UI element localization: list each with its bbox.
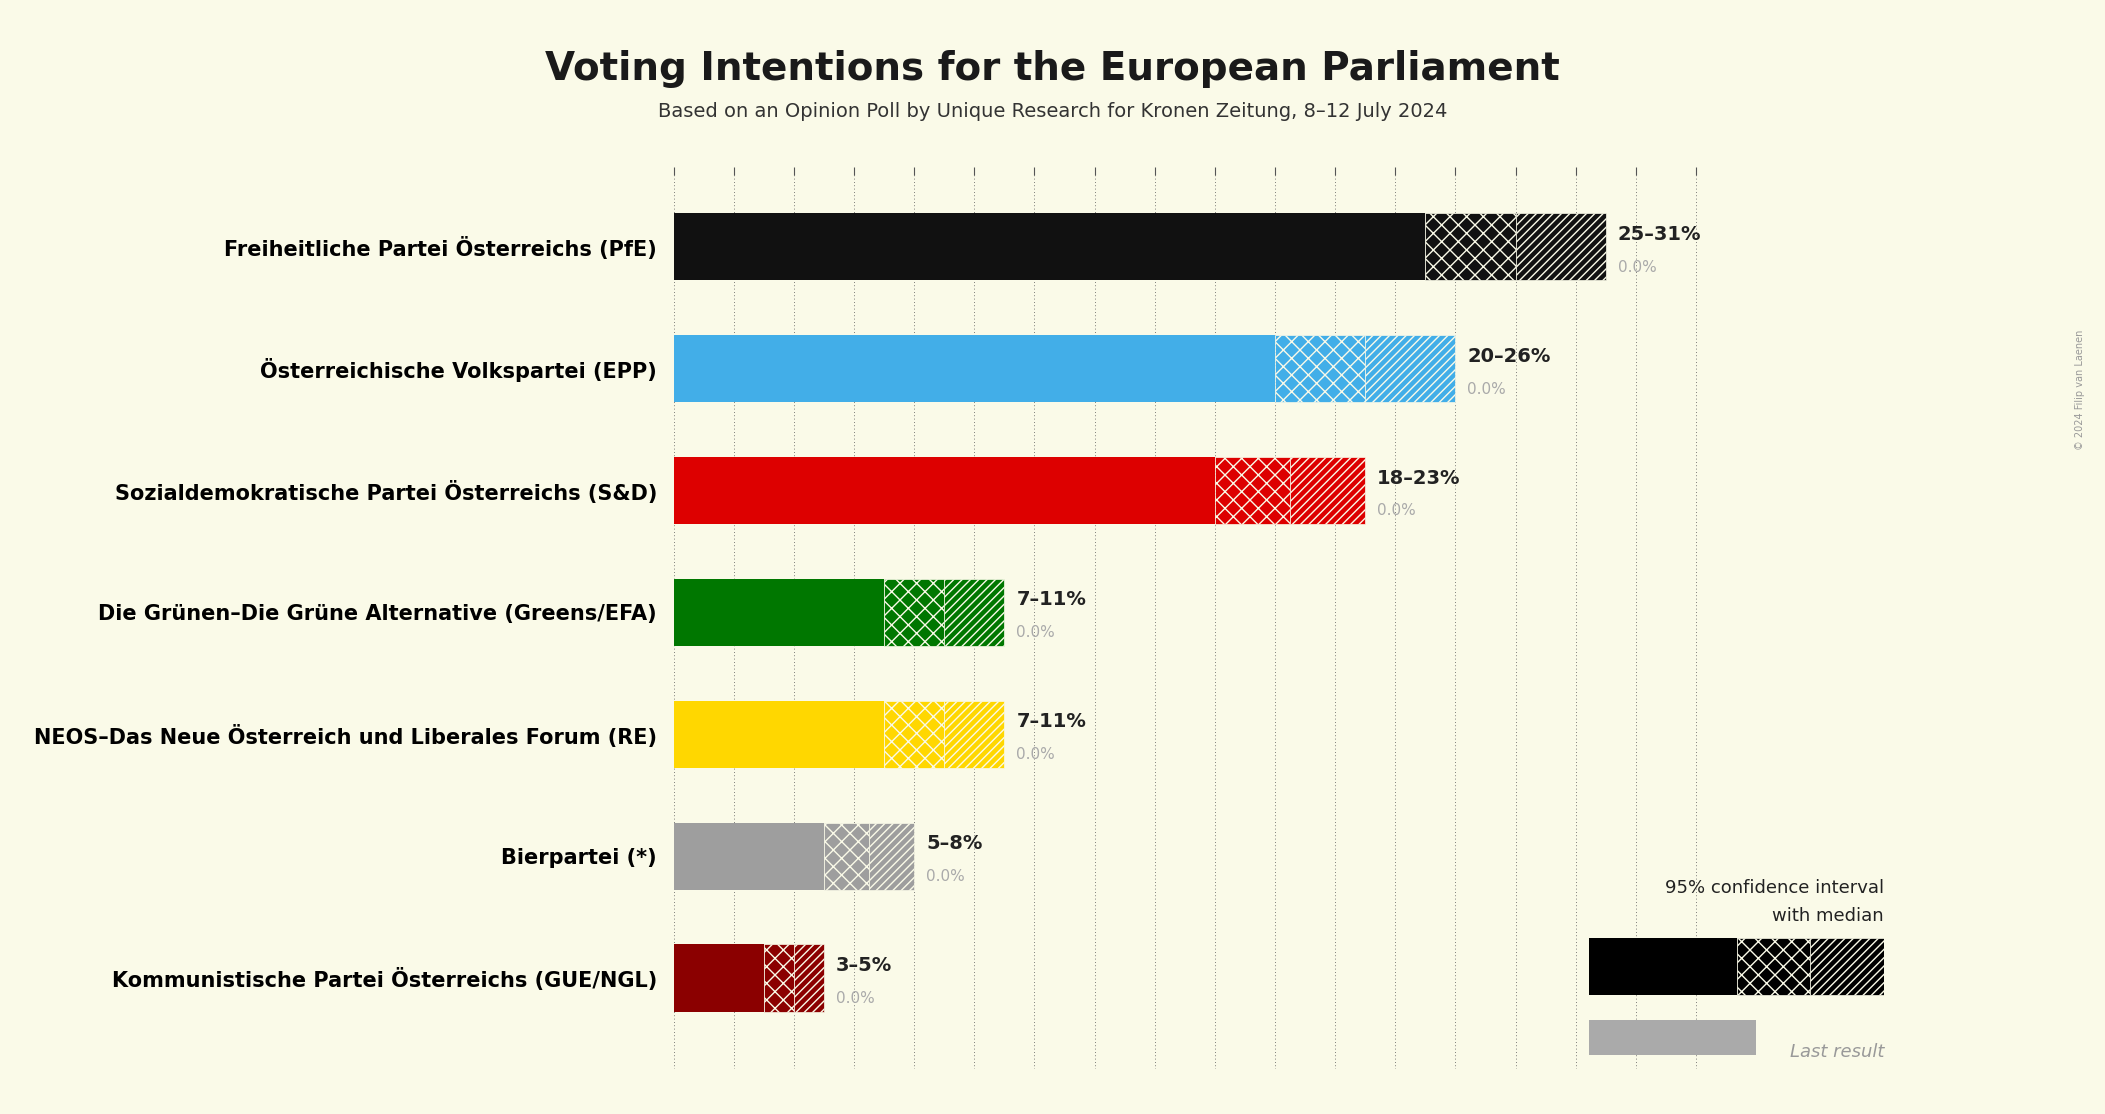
Bar [945,578,1004,646]
Bar [884,578,945,646]
Bar [1425,213,1516,280]
Bar [823,822,869,890]
Text: Voting Intentions for the European Parliament: Voting Intentions for the European Parli… [545,50,1560,88]
Bar [1215,457,1290,524]
Bar [674,457,1215,524]
Text: 0.0%: 0.0% [1017,747,1055,762]
Bar [1276,335,1366,402]
Bar [945,701,1004,768]
Bar [1366,335,1455,402]
Bar [884,701,945,768]
Text: 0.0%: 0.0% [926,869,964,885]
Text: 95% confidence interval: 95% confidence interval [1665,879,1884,897]
Text: 0.0%: 0.0% [1017,625,1055,641]
Text: 20–26%: 20–26% [1467,346,1551,365]
Text: Based on an Opinion Poll by Unique Research for Kronen Zeitung, 8–12 July 2024: Based on an Opinion Poll by Unique Resea… [657,102,1448,121]
Text: with median: with median [1772,907,1884,925]
Bar [1290,457,1366,524]
Text: 0.0%: 0.0% [836,991,876,1006]
Bar [1589,1019,1756,1055]
Text: © 2024 Filip van Laenen: © 2024 Filip van Laenen [2076,330,2084,450]
Bar [1737,938,1810,995]
Bar [674,822,823,890]
Text: 7–11%: 7–11% [1017,590,1086,609]
Bar [1589,938,1737,995]
Bar [1810,938,1884,995]
Bar [674,335,1276,402]
Text: Last result: Last result [1789,1043,1884,1061]
Bar [764,945,794,1012]
Bar [674,701,884,768]
Text: 18–23%: 18–23% [1377,469,1461,488]
Text: 0.0%: 0.0% [1467,381,1507,397]
Bar [674,945,764,1012]
Text: 7–11%: 7–11% [1017,713,1086,732]
Bar [674,213,1425,280]
Bar [794,945,823,1012]
Text: 5–8%: 5–8% [926,834,983,853]
Text: 0.0%: 0.0% [1619,260,1657,274]
Text: 0.0%: 0.0% [1377,504,1417,518]
Bar [674,578,884,646]
Bar [869,822,914,890]
Bar [1516,213,1606,280]
Text: 25–31%: 25–31% [1619,225,1701,244]
Text: 3–5%: 3–5% [836,956,893,975]
